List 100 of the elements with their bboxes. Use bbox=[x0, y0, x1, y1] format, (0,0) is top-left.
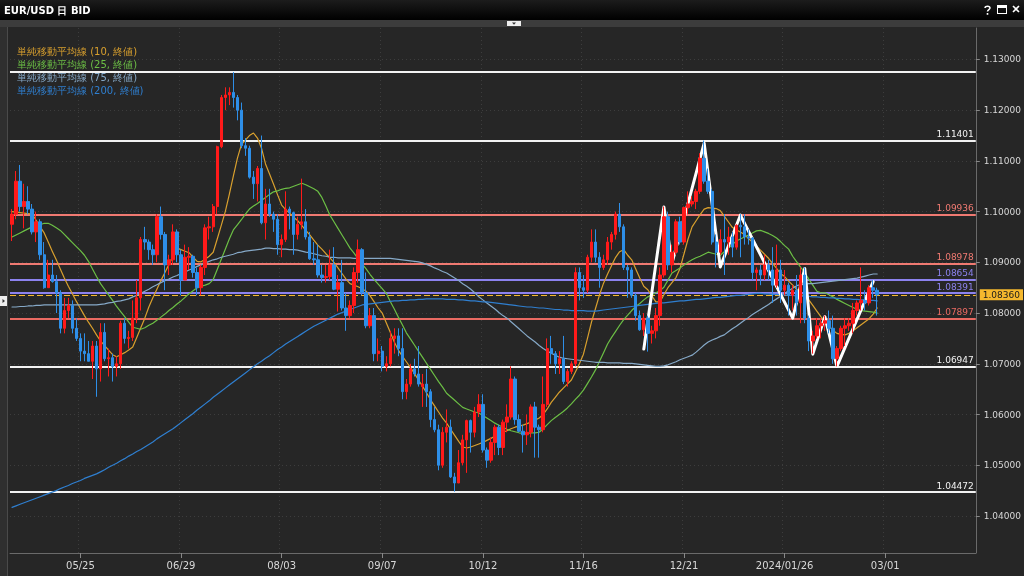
x-tick-label: 2024/01/26 bbox=[755, 559, 814, 571]
ref-line-label: 1.07897 bbox=[936, 306, 974, 317]
candlestick bbox=[99, 322, 102, 383]
candlestick bbox=[183, 244, 187, 281]
candlestick bbox=[727, 226, 730, 256]
candlestick bbox=[372, 307, 376, 362]
candlestick bbox=[739, 213, 742, 258]
line-series bbox=[11, 247, 878, 367]
candlestick bbox=[155, 213, 159, 263]
candlestick bbox=[533, 401, 537, 459]
candlestick bbox=[421, 373, 424, 408]
text: 単純移動平均線 (75, 終値) bbox=[17, 71, 138, 83]
candlestick bbox=[779, 259, 782, 304]
candlestick bbox=[91, 340, 94, 380]
candlestick bbox=[377, 337, 380, 362]
ref-line-label: 1.06947 bbox=[936, 354, 974, 365]
candlestick bbox=[336, 274, 340, 313]
y-tick-label: 1.09000 bbox=[983, 257, 1022, 268]
text: 単純移動平均線 (10, 終値) bbox=[17, 45, 138, 57]
candlestick bbox=[497, 424, 501, 456]
line-series bbox=[11, 292, 878, 508]
x-tick-label: 03/01 bbox=[870, 559, 900, 571]
candlestick bbox=[578, 266, 581, 301]
ref-line-label: 1.11401 bbox=[936, 129, 974, 140]
candlestick bbox=[731, 231, 734, 258]
y-tick-label: 1.13000 bbox=[983, 54, 1022, 65]
candlestick bbox=[465, 419, 468, 474]
ref-line-label: 1.09936 bbox=[936, 203, 975, 214]
candlestick bbox=[18, 164, 22, 213]
candlestick bbox=[95, 340, 98, 398]
candlestick bbox=[771, 246, 774, 304]
candlestick bbox=[417, 345, 420, 388]
candlestick bbox=[666, 211, 670, 271]
candlestick bbox=[562, 335, 565, 385]
candlestick bbox=[34, 211, 38, 243]
candlestick bbox=[22, 183, 26, 229]
candlestick bbox=[389, 330, 392, 367]
candlestick bbox=[328, 249, 332, 281]
candlestick bbox=[851, 302, 855, 334]
candlestick bbox=[791, 284, 794, 312]
x-tick-label: 10/12 bbox=[468, 559, 498, 571]
text: 単純移動平均線 (25, 終値) bbox=[17, 58, 138, 70]
x-tick-label: 12/21 bbox=[669, 559, 699, 571]
candlestick bbox=[228, 86, 231, 106]
candlestick bbox=[759, 264, 762, 286]
line-series bbox=[11, 132, 878, 449]
candlestick bbox=[123, 317, 126, 345]
ref-line-label: 1.08978 bbox=[936, 251, 975, 262]
candlestick bbox=[316, 244, 320, 279]
candlestick bbox=[606, 236, 609, 266]
y-tick-label: 1.04000 bbox=[983, 510, 1022, 521]
ref-line-label: 1.04472 bbox=[936, 480, 974, 491]
y-tick-label: 1.05000 bbox=[983, 460, 1022, 471]
candlestick bbox=[646, 315, 650, 353]
candlestick bbox=[332, 246, 336, 291]
y-tick-label: 1.11000 bbox=[983, 155, 1022, 166]
candlestick bbox=[83, 332, 86, 362]
y-tick-label: 1.08000 bbox=[983, 308, 1022, 319]
candlestick bbox=[735, 223, 738, 251]
candlestick bbox=[103, 322, 106, 362]
x-tick-label: 09/07 bbox=[367, 559, 397, 571]
candlestick bbox=[678, 216, 682, 246]
candlestick bbox=[831, 315, 835, 365]
line-series bbox=[11, 182, 878, 434]
candlestick bbox=[368, 307, 372, 329]
candlestick bbox=[558, 350, 561, 375]
y-tick-label: 1.07000 bbox=[983, 358, 1022, 369]
candlestick bbox=[795, 274, 798, 317]
candlestick bbox=[111, 353, 114, 383]
chart-title: EUR/USD 日 BID bbox=[4, 4, 91, 18]
candlestick bbox=[381, 345, 384, 372]
candlestick bbox=[799, 266, 802, 324]
candlestick bbox=[151, 244, 155, 266]
candlestick bbox=[264, 188, 267, 241]
candlestick bbox=[755, 266, 758, 291]
ref-line-label: 1.08360 bbox=[982, 289, 1021, 300]
ref-line-label: 1.08654 bbox=[936, 268, 975, 279]
candlestick bbox=[256, 165, 259, 202]
candlestick bbox=[469, 419, 472, 454]
candlestick bbox=[787, 282, 790, 317]
candlestick bbox=[47, 259, 50, 289]
candlestick bbox=[63, 297, 66, 334]
x-tick-label: 05/25 bbox=[66, 559, 95, 571]
candlestick bbox=[723, 213, 726, 276]
x-tick-label: 11/16 bbox=[569, 559, 598, 571]
x-tick-label: 06/29 bbox=[166, 559, 196, 571]
candlestick bbox=[292, 211, 295, 256]
candlestick bbox=[107, 348, 110, 377]
candlestick bbox=[775, 244, 778, 289]
text: 単純移動平均線 (200, 終値) bbox=[17, 84, 144, 96]
candlestick bbox=[719, 228, 722, 256]
candlestick bbox=[819, 317, 823, 339]
candlestick bbox=[867, 284, 871, 306]
candlestick bbox=[401, 327, 404, 400]
candlestick bbox=[859, 266, 863, 312]
candlestick bbox=[783, 269, 786, 296]
candlestick bbox=[260, 135, 263, 225]
y-tick-label: 1.06000 bbox=[983, 409, 1022, 420]
y-tick-label: 1.12000 bbox=[983, 105, 1022, 116]
ref-line-label: 1.08391 bbox=[936, 281, 974, 292]
